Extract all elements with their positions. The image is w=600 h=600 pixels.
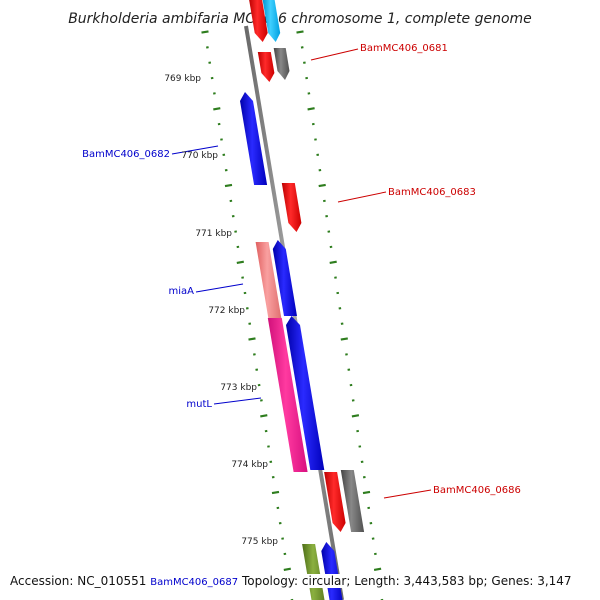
tick-mark (213, 107, 221, 111)
gene-label-bammc406-0682: BamMC406_0682 (82, 149, 170, 160)
gene-label-miaa: miaA (169, 286, 195, 297)
gene-arrow-bammc406-0681a (257, 52, 275, 82)
tick-mark (300, 46, 304, 49)
tick-mark (236, 260, 244, 264)
genome-summary-text: Topology: circular; Length: 3,443,583 bp… (241, 574, 572, 588)
tick-labels: 769 kbp 770 kbp 771 kbp 772 kbp 773 kbp … (164, 74, 278, 547)
gene-label-bammc406-0683: BamMC406_0683 (388, 187, 476, 198)
leader-line-mutl (213, 397, 262, 405)
gene-label-mutl: mutL (186, 399, 212, 410)
accession-text: Accession: NC_010551 (10, 574, 147, 588)
gene-arrow-cyan-top (262, 0, 281, 42)
gene-arrow-bammc406-0687 (321, 542, 343, 600)
tick-mark (318, 183, 326, 188)
tick-mark (307, 107, 315, 111)
gene-features (240, 0, 365, 600)
leader-line-0683 (337, 191, 387, 203)
tick-mark (373, 567, 382, 571)
tick-mark (205, 46, 209, 49)
gene-label-bammc406-0687: BamMC406_0687 (150, 577, 239, 588)
tick-mark (260, 414, 268, 418)
gene-arrow-bammc406-0683 (281, 183, 302, 232)
gene-arrow-bammc406-0681 (273, 48, 290, 80)
leader-line-miaa (195, 283, 244, 293)
tick-label-770: 770 kbp (181, 151, 218, 161)
gene-arrow-miaa (272, 240, 297, 316)
tick-label-772: 772 kbp (208, 306, 245, 316)
tick-label-774: 774 kbp (231, 460, 268, 470)
footer-bar: Accession: NC_010551 BamMC406_0687 Topol… (10, 574, 600, 588)
gene-miaa-salmon (255, 242, 282, 318)
gene-arrow-bammc406-0686 (340, 470, 365, 532)
tick-mark (271, 490, 280, 495)
gene-arrow-mutl (286, 316, 325, 470)
leader-line-0682 (171, 145, 219, 155)
tick-label-769: 769 kbp (164, 74, 201, 84)
leader-line-0681 (310, 48, 359, 61)
gene-arrow-bammc406-0682 (240, 92, 268, 185)
tick-label-773: 773 kbp (220, 383, 257, 393)
tick-mark (362, 490, 371, 495)
tick-mark (340, 337, 348, 341)
tick-mark (329, 260, 337, 264)
gene-mutl-pink (267, 318, 308, 472)
gene-label-bammc406-0681: BamMC406_0681 (360, 43, 448, 54)
gene-labels: BamMC406_0681 BamMC406_0682 BamMC406_068… (82, 43, 521, 496)
tick-mark (248, 337, 256, 341)
tick-label-775: 775 kbp (241, 537, 278, 547)
map-title: Burkholderia ambifaria MC40-6 chromosome… (68, 11, 532, 27)
gene-label-bammc406-0686: BamMC406_0686 (433, 485, 521, 496)
tick-mark (283, 567, 291, 571)
tick-label-771: 771 kbp (195, 229, 232, 239)
leader-line-0686 (383, 489, 432, 499)
tick-mark (201, 30, 209, 34)
gene-arrow-red-top (249, 0, 268, 42)
tick-mark (296, 30, 304, 34)
tick-mark (351, 414, 360, 418)
gene-arrow-bammc406-0686a (324, 472, 346, 532)
tick-mark (224, 183, 233, 188)
